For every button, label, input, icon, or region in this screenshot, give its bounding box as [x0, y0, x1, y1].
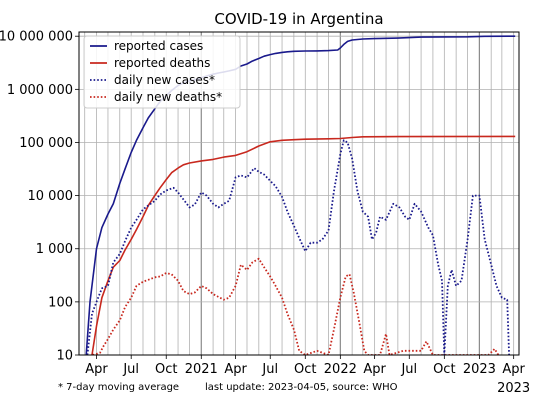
x-tick-label: 2022	[324, 362, 357, 377]
x-tick-label: Apr	[85, 362, 108, 377]
x-tick-label: Oct	[433, 362, 455, 377]
x-tick-label: Apr	[502, 362, 525, 377]
y-tick-label: 1 000 000	[7, 83, 73, 98]
chart-title: COVID-19 in Argentina	[214, 10, 383, 28]
x-year-label: 2023	[497, 381, 530, 396]
y-tick-label: 100	[48, 295, 73, 310]
x-tick-label: Apr	[363, 362, 386, 377]
series-line-1	[91, 135, 516, 355]
legend: reported cases reported deaths daily new c…	[83, 35, 241, 109]
x-tick-label: Jul	[122, 362, 139, 377]
y-tick-label: 1 000	[36, 242, 73, 257]
y-tick-label: 10 000	[28, 189, 74, 204]
x-tick-label: 2021	[185, 362, 218, 377]
y-tick-label: 100 000	[19, 136, 73, 151]
plot-frame	[78, 31, 520, 356]
x-tick-label: Jul	[261, 362, 278, 377]
legend-label: daily new deaths*	[114, 90, 222, 104]
series-line-2	[86, 139, 510, 355]
legend-box	[83, 35, 241, 109]
x-tick-label: Jul	[400, 362, 417, 377]
x-tick-label: Apr	[224, 362, 247, 377]
legend-label: reported cases	[114, 39, 203, 53]
x-tick-label: 2023	[463, 362, 496, 377]
legend-label: reported deaths	[114, 56, 210, 70]
y-tick-label: 10	[56, 349, 73, 364]
axis-ticks: 10 100 1 000 10 000 100 000 1 000 000 10 000 0…	[0, 30, 530, 396]
legend-label: daily new cases*	[114, 73, 215, 87]
footer-note: * 7-day moving average	[58, 382, 179, 393]
x-tick-label: Oct	[294, 362, 316, 377]
y-tick-label: 10 000 000	[0, 30, 73, 45]
series-line-3	[92, 257, 500, 355]
footer-update: last update: 2023-04-05, source: WHO	[205, 382, 398, 393]
x-tick-label: Oct	[155, 362, 177, 377]
